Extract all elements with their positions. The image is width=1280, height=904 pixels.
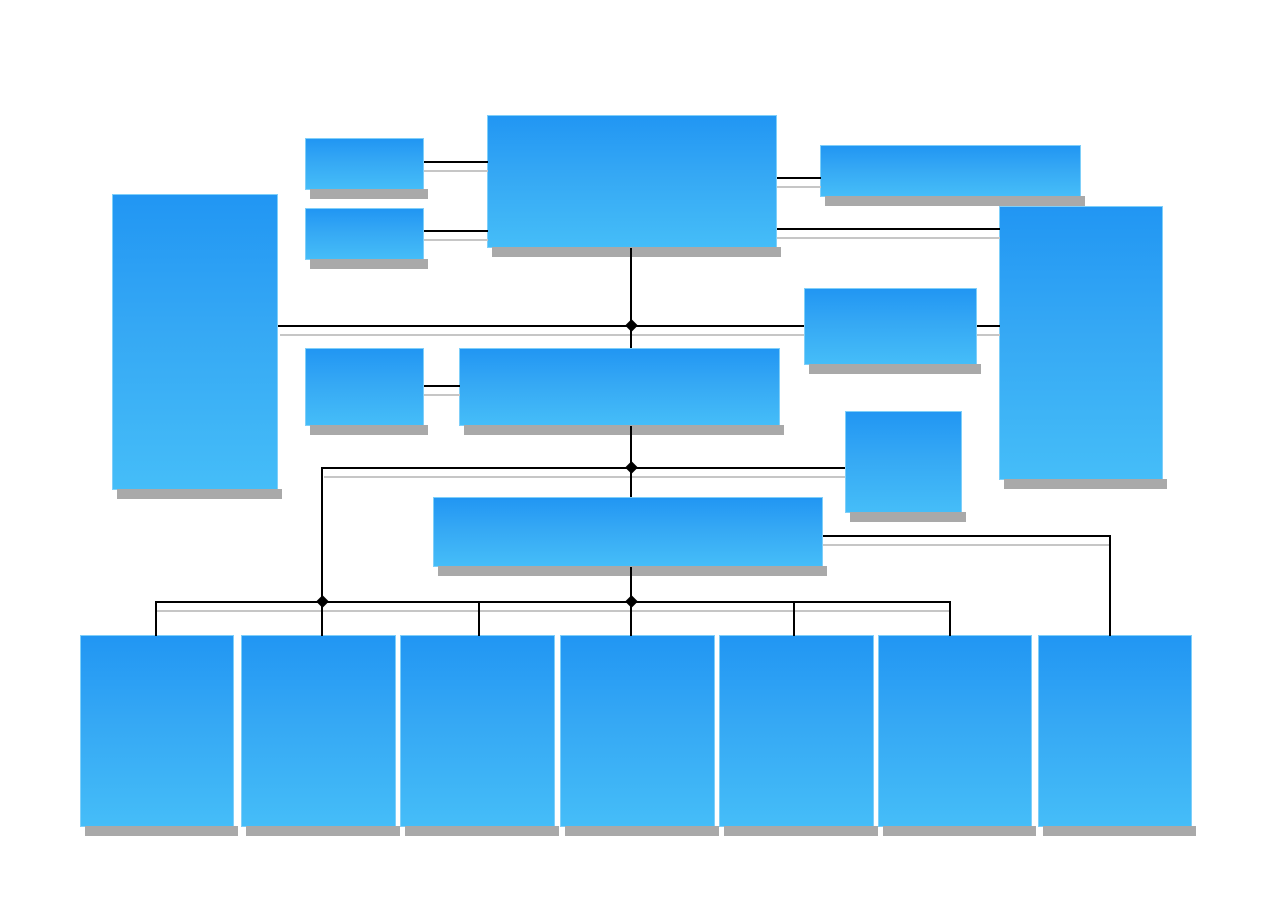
- connector-leaf-drop-2: [321, 601, 323, 636]
- connector-leaf-drop-5: [793, 601, 795, 636]
- node-top-right[interactable]: [820, 145, 1085, 206]
- leaf-node-4[interactable]: [560, 635, 719, 836]
- leaf-node-5[interactable]: [719, 635, 878, 836]
- node-left-tall[interactable]: [112, 194, 282, 499]
- connector-leaf-drop-4: [630, 601, 632, 636]
- connector-leaf-drop-3: [478, 601, 480, 636]
- connector-shadow-bus-level1: [280, 334, 804, 336]
- connector-bus-level1: [278, 325, 804, 327]
- node-level3[interactable]: [433, 497, 827, 576]
- connector-bus-level1-right: [977, 325, 1000, 327]
- connector-topleft-lower-to-root: [424, 230, 488, 232]
- leaf-node-2[interactable]: [241, 635, 400, 836]
- connector-root-to-righttall: [777, 228, 1000, 230]
- connector-shadow-level3-right: [823, 544, 1109, 546]
- connector-leaf-drop-1: [155, 601, 157, 636]
- connector-shadow-root-righttall: [777, 237, 1000, 239]
- connector-shadow-topleft-upper: [424, 170, 488, 172]
- node-level2[interactable]: [459, 348, 784, 435]
- connector-leaf-drop-6: [949, 601, 951, 636]
- connector-shadow-bus-level1-right: [977, 334, 1000, 336]
- connector-level3-to-right: [823, 535, 1111, 537]
- junction-level1-marker: [625, 319, 638, 332]
- leaf-node-6[interactable]: [878, 635, 1036, 836]
- node-top-left-upper[interactable]: [305, 138, 428, 199]
- connector-level3-down: [630, 567, 632, 602]
- leaf-node-3[interactable]: [400, 635, 559, 836]
- connector-shadow-topleft-lower: [424, 239, 488, 241]
- connector-shadow-root-topright: [777, 186, 821, 188]
- connector-bus-level2: [322, 467, 845, 469]
- leaf-node-7[interactable]: [1038, 635, 1196, 836]
- node-root[interactable]: [487, 115, 781, 257]
- connector-midleft-to-level2: [424, 385, 460, 387]
- connector-shadow-midleft-level2: [424, 394, 460, 396]
- node-top-left-lower[interactable]: [305, 208, 428, 269]
- junction-leaf-left-marker: [316, 595, 329, 608]
- leaf-node-1[interactable]: [80, 635, 238, 836]
- node-mid-right-wide[interactable]: [804, 288, 981, 374]
- connector-topleft-upper-to-root: [424, 161, 488, 163]
- connector-level3-right-drop: [1109, 535, 1111, 636]
- connector-root-down: [630, 248, 632, 348]
- junction-level2-marker: [625, 461, 638, 474]
- junction-leaf-center-marker: [625, 595, 638, 608]
- connector-level2-left-drop: [321, 467, 323, 602]
- node-mid-right-square[interactable]: [845, 411, 966, 522]
- node-right-tall[interactable]: [999, 206, 1167, 489]
- connector-bus-leaves: [155, 601, 950, 603]
- node-mid-left-small[interactable]: [305, 348, 428, 435]
- connector-shadow-bus-leaves: [157, 610, 950, 612]
- connector-root-to-topright: [777, 177, 821, 179]
- connector-shadow-bus-level2: [324, 476, 845, 478]
